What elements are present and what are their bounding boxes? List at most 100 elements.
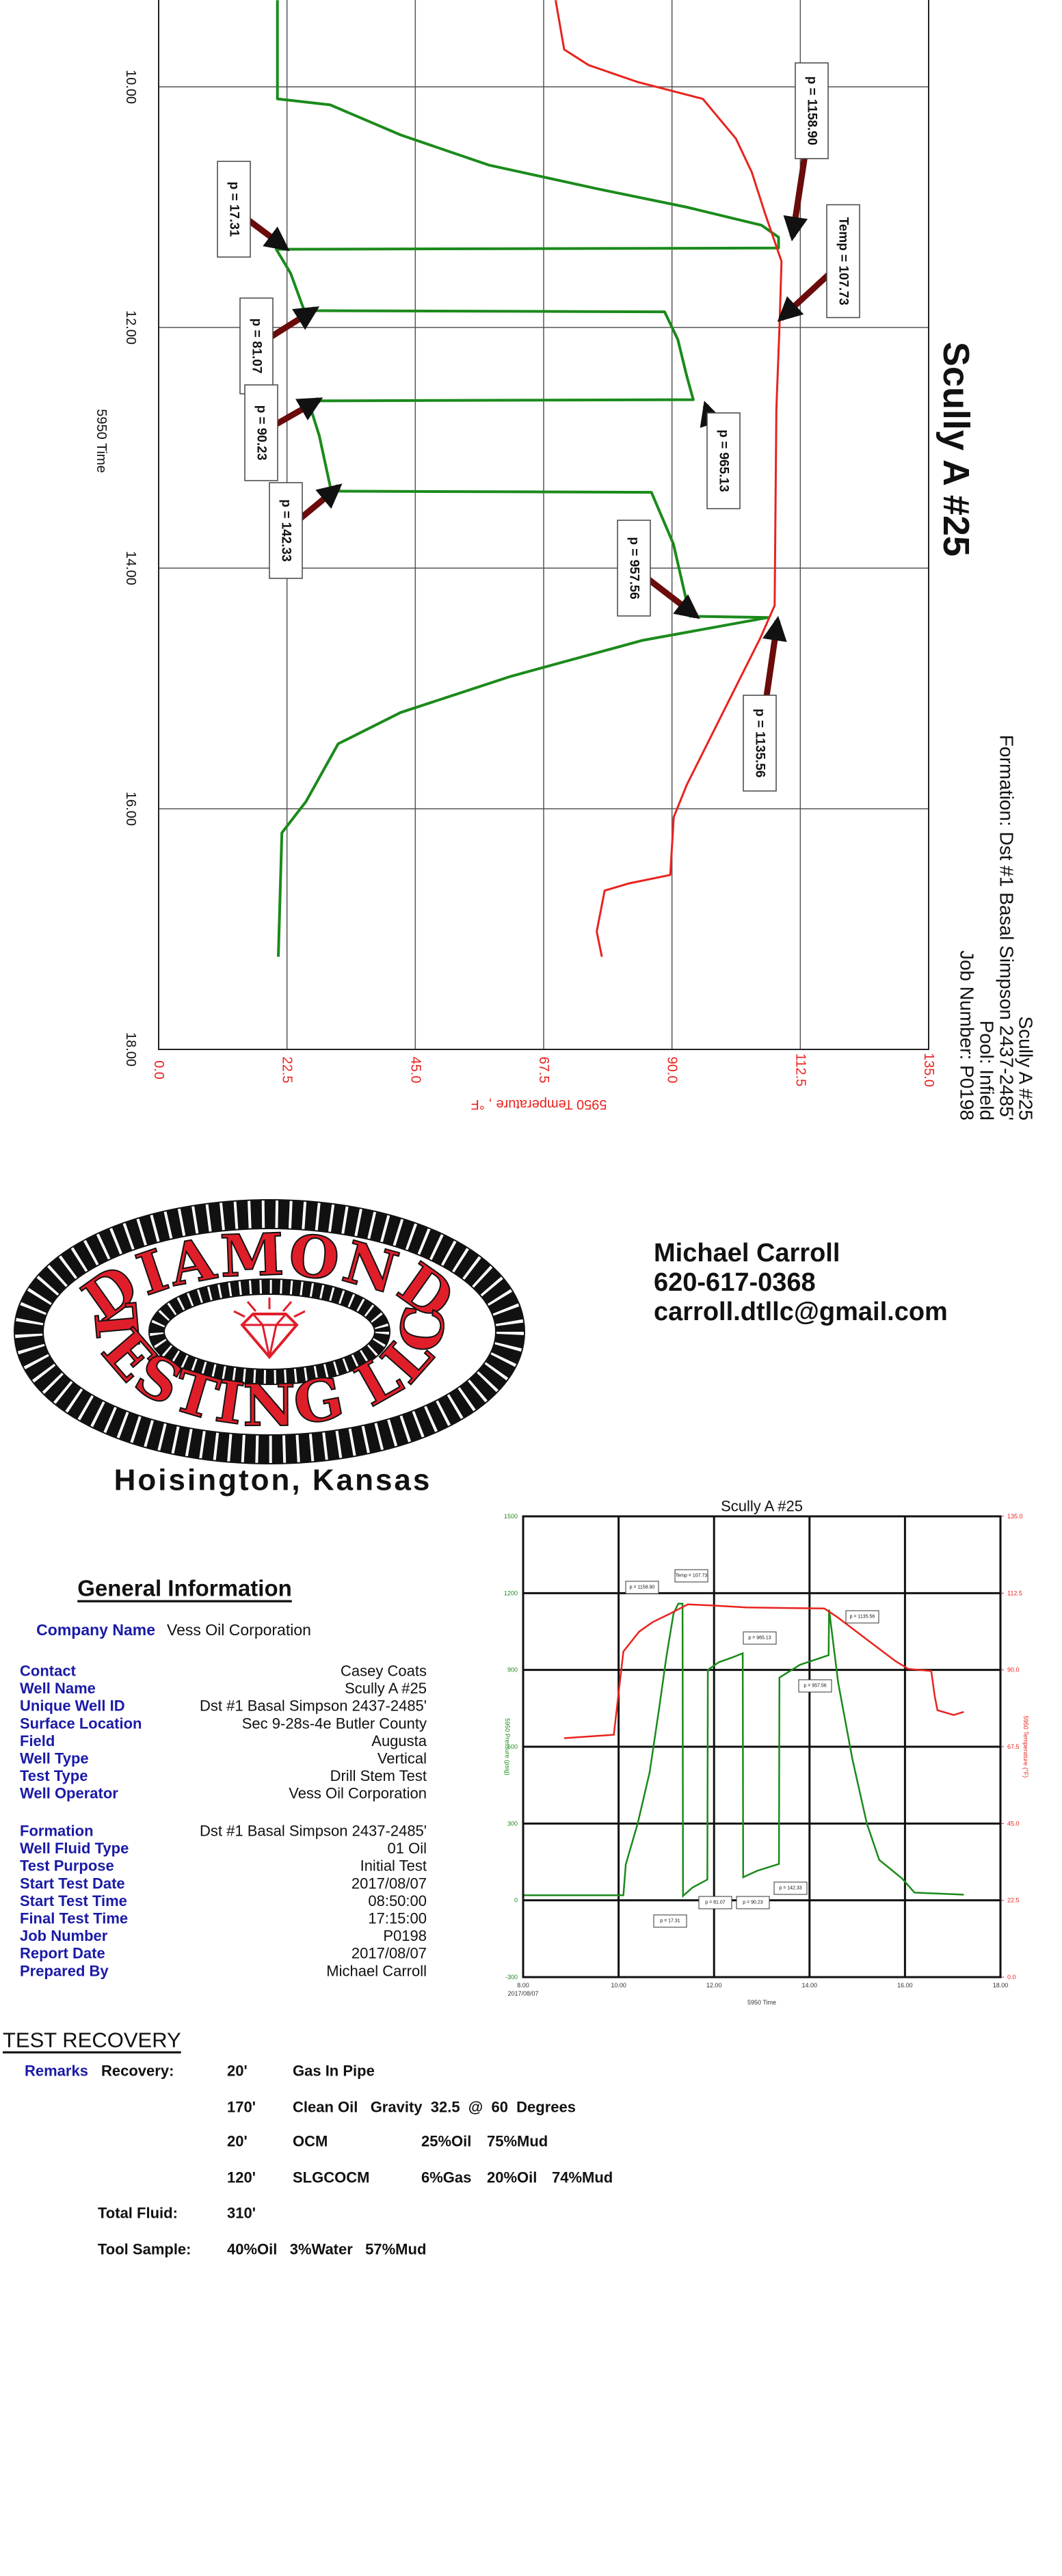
info-label: Start Test Date (20, 1875, 125, 1892)
info-label: Surface Location (20, 1715, 142, 1732)
info-label: Final Test Time (20, 1910, 128, 1927)
x-axis-label: 5950 Time (94, 409, 109, 472)
y-tick-label: -300 (505, 1974, 518, 1981)
info-label: Report Date (20, 1945, 105, 1962)
annotation-label: p = 90.23 (254, 405, 269, 461)
annotation-box (706, 412, 741, 509)
info-value: 08:50:00 (368, 1892, 427, 1909)
header-line: Job Number: P0198 (957, 950, 978, 1121)
plot-border (522, 1515, 1002, 1978)
time-tick-label: 18.00 (123, 1032, 138, 1066)
info-value: Casey Coats (341, 1663, 427, 1680)
info-label: Well Operator (20, 1785, 118, 1802)
y-tick-label: 1500 (504, 1513, 518, 1520)
annotation-label: p = 81.07 (705, 1901, 725, 1905)
y-axis-label: 5950 Pressure (psig) (504, 1718, 511, 1775)
info-value: 17:15:00 (368, 1910, 427, 1927)
x-tick-label: 8.00 (517, 1982, 529, 1989)
annotation-box (736, 1896, 770, 1909)
y2-tick-label: 112.5 (1007, 1589, 1022, 1596)
info-value: 2017/08/07 (351, 1875, 427, 1892)
info-label: Formation (20, 1823, 94, 1840)
info-value: Scully A #25 (345, 1680, 427, 1697)
recovery-cell: 20%Oil (487, 2169, 537, 2186)
y-tick-label: 1200 (504, 1589, 518, 1596)
annotation-label: p = 965.13 (717, 429, 731, 492)
y2-axis-label: 5950 Temperature (°F) (1022, 1716, 1029, 1777)
recovery-cell: Gas In Pipe (293, 2063, 375, 2080)
info-label: Contact (20, 1663, 77, 1680)
annotation-box (653, 1914, 687, 1928)
recovery-cell: Clean Oil Gravity 32.5 @ 60 Degrees (293, 2099, 576, 2116)
logo-location: Hoisington, Kansas (114, 1464, 432, 1497)
recovery-summary-value: 310' (227, 2205, 256, 2222)
general-information: General Information Company Name Vess Oil … (20, 1576, 427, 1980)
y2-tick-label: 67.5 (1007, 1743, 1020, 1750)
info-label: Prepared By (20, 1962, 109, 1979)
recovery-cell: 75%Mud (487, 2133, 548, 2150)
annotation-box (617, 520, 651, 617)
info-value: Michael Carroll (326, 1962, 427, 1979)
logo-inner-twist (150, 1280, 389, 1384)
company-label: Company Name (36, 1621, 155, 1639)
info-label: Test Type (20, 1767, 88, 1784)
annotation-label: p = 90.23 (743, 1901, 762, 1905)
rotated-chart: 0.0 22.5 45.0 67.5 90.0 112.5 135.0 10.00 12.00 1… (94, 0, 1037, 1121)
annotation-box (269, 482, 303, 579)
info-value: Sec 9-28s-4e Butler County (242, 1715, 427, 1732)
annotation-label: Temp = 107.73 (676, 1574, 708, 1579)
time-tick-label: 10.00 (123, 70, 138, 104)
contact-line: carroll.dtllc@gmail.com (654, 1298, 948, 1326)
info-value: 2017/08/07 (351, 1945, 427, 1962)
recovery-cell: 6%Gas (421, 2169, 471, 2186)
info-label: Test Purpose (20, 1857, 114, 1875)
annotation-box (795, 62, 829, 159)
temperature-tick-label: 22.5 (280, 1057, 295, 1084)
annotation-label: p = 1135.56 (850, 1615, 875, 1620)
annotation-label: p = 957.56 (804, 1684, 826, 1689)
temperature-tick-label: 112.5 (793, 1054, 808, 1087)
info-label: Field (20, 1732, 55, 1749)
recovery-cell: 25%Oil (421, 2133, 471, 2150)
recovery-cell: 20' (227, 2133, 248, 2150)
recovery-cell: 170' (227, 2099, 256, 2116)
header-line: Scully A #25 (1015, 1016, 1037, 1121)
recovery-summary-label: Total Fluid: (98, 2205, 178, 2222)
annotation-box (798, 1679, 832, 1693)
recovery-cell: 20' (227, 2063, 248, 2080)
summary-chart: Scully A #25 8.00 10.00 12.00 14.00 16.00 18.0… (504, 1498, 1029, 2007)
time-tick-label: 16.00 (123, 792, 138, 826)
annotation-label: p = 1158.90 (805, 77, 819, 146)
info-label: Start Test Time (20, 1892, 127, 1909)
info-label: Well Fluid Type (20, 1840, 129, 1857)
info-value: Dst #1 Basal Simpson 2437-2485' (200, 1823, 427, 1840)
info-label: Well Name (20, 1680, 96, 1697)
company-value: Vess Oil Corporation (167, 1621, 311, 1639)
y2-tick-label: 90.0 (1007, 1667, 1020, 1674)
annotation-box (773, 1881, 808, 1895)
y2-tick-label: 135.0 (1007, 1513, 1023, 1520)
temperature-line (555, 0, 783, 957)
remarks-label: Remarks (25, 2063, 88, 2080)
chart-title: Scully A #25 (721, 1498, 803, 1515)
annotation-label: p = 1135.56 (753, 709, 767, 778)
info-value: Dst #1 Basal Simpson 2437-2485' (200, 1698, 427, 1715)
info-value: P0198 (383, 1927, 427, 1944)
temperature-tick-label: 45.0 (408, 1057, 423, 1084)
info-value: Augusta (371, 1732, 427, 1749)
annotation-box (674, 1569, 708, 1583)
info-value: Drill Stem Test (330, 1767, 427, 1784)
annotation-label: p = 142.33 (779, 1886, 801, 1891)
info-label: Well Type (20, 1750, 89, 1767)
contact-line: Michael Carroll (654, 1239, 840, 1267)
annotation-box (625, 1581, 659, 1594)
annotation-label: p = 957.56 (627, 537, 641, 599)
recovery-cell: 120' (227, 2169, 256, 2186)
annotation-label: p = 142.33 (279, 499, 293, 561)
plot-border (158, 0, 929, 1050)
annotation-box (244, 384, 278, 481)
info-value: Vess Oil Corporation (289, 1785, 427, 1802)
logo-rope-twist (15, 1200, 524, 1463)
